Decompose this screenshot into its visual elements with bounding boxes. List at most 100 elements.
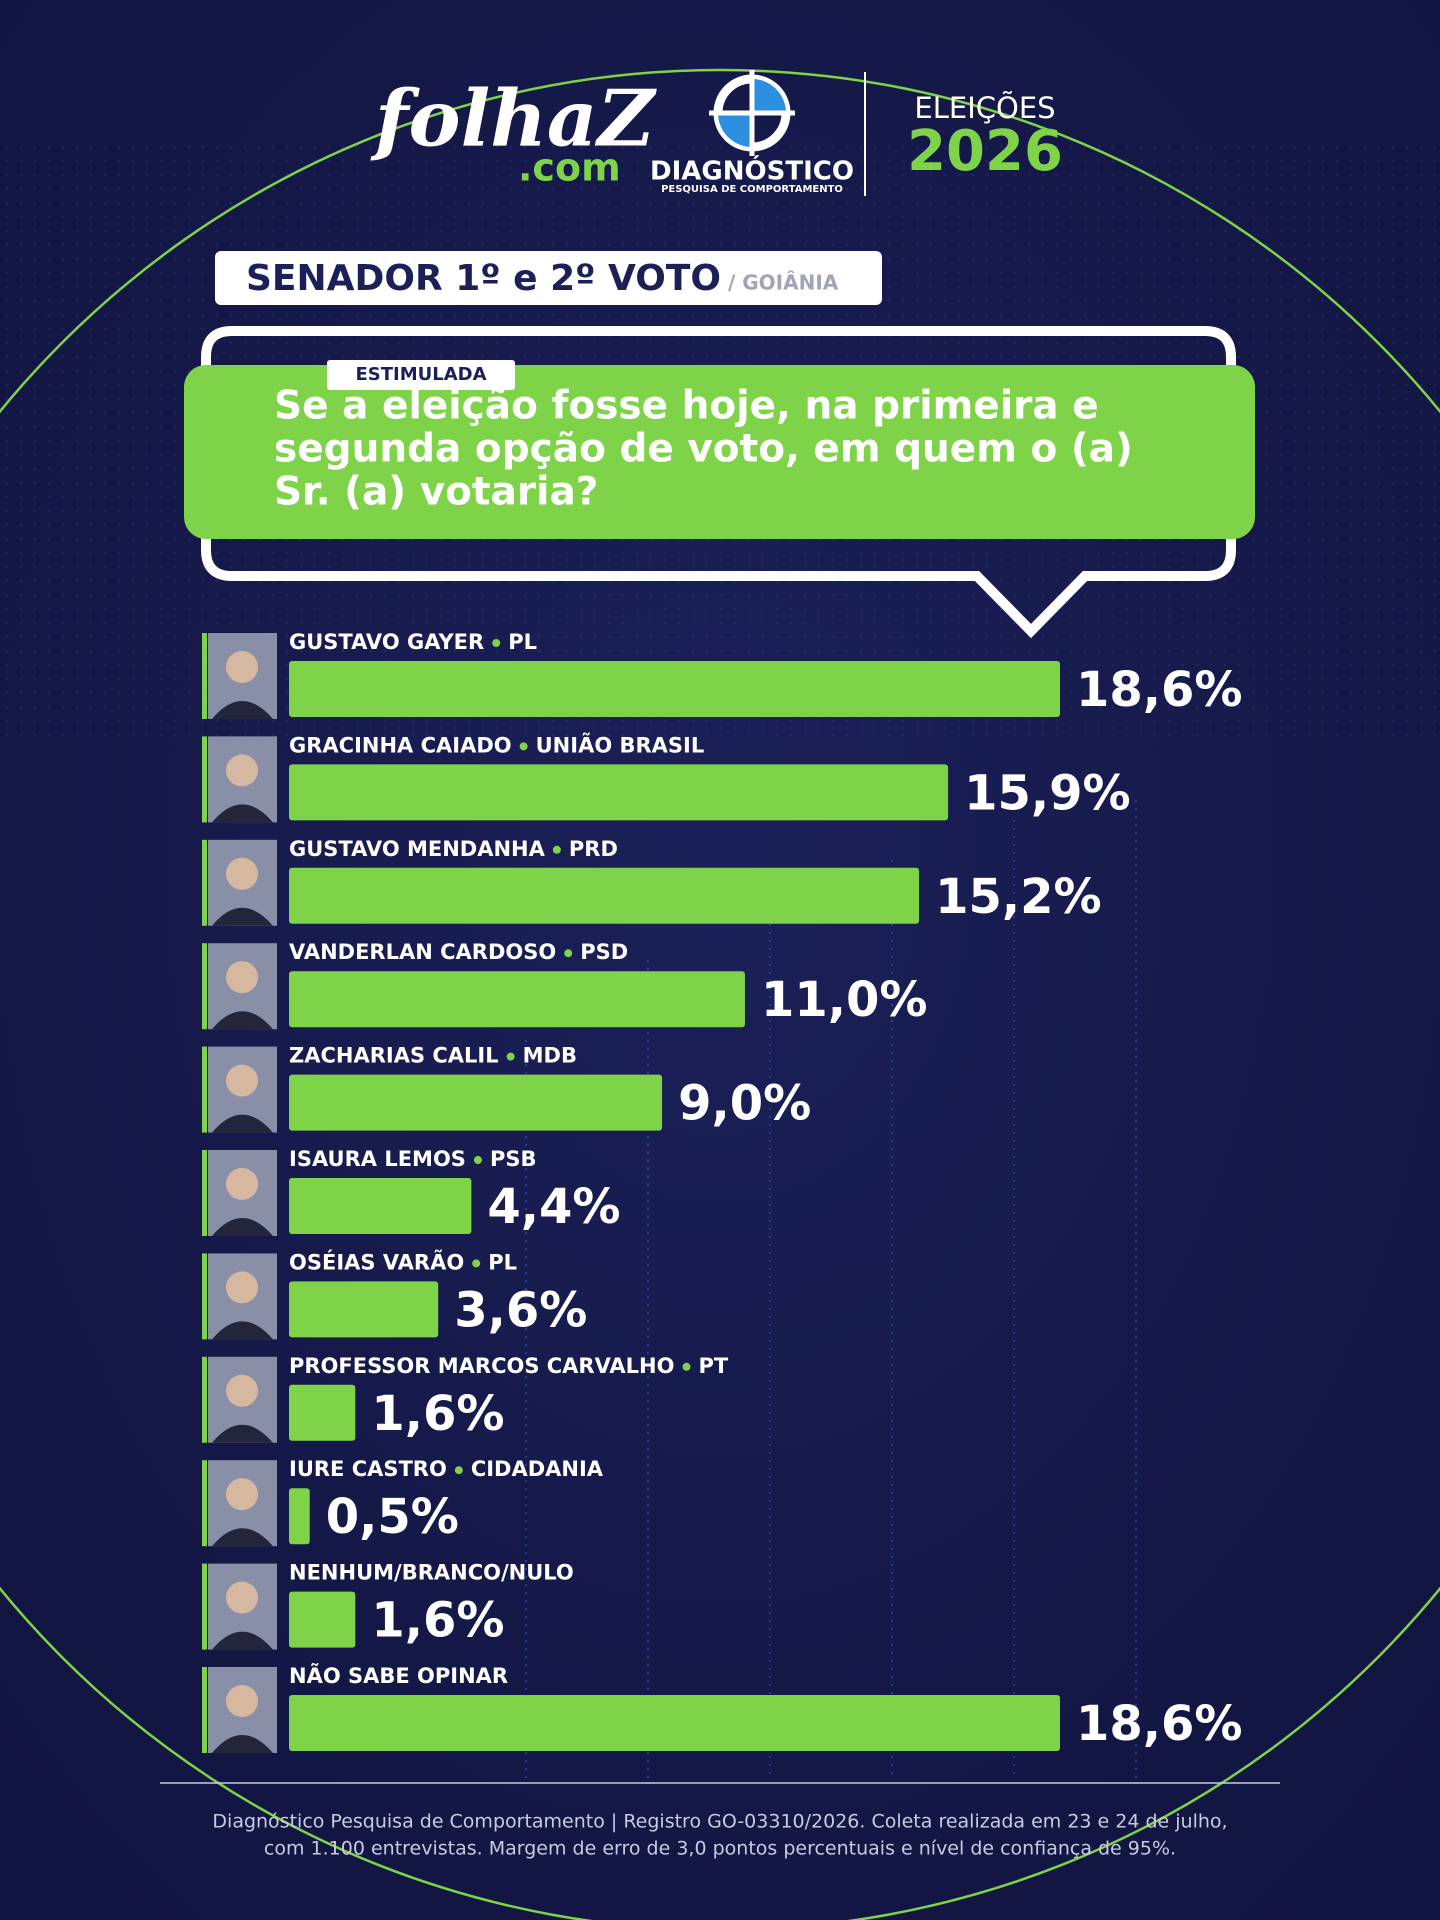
photo-body <box>212 907 273 926</box>
value-label: 1,6% <box>371 1386 504 1442</box>
chart-subtitle: / GOIÂNIA <box>728 271 839 295</box>
party: PL <box>508 630 537 654</box>
row-accent <box>202 736 207 823</box>
row-accent <box>202 1253 207 1340</box>
value-label: 15,2% <box>935 869 1102 925</box>
bar <box>289 1488 310 1545</box>
photo-body <box>212 804 273 823</box>
candidate-name: GRACINHA CAIADO <box>289 733 512 757</box>
party-dot <box>454 1466 463 1475</box>
photo-head <box>226 651 258 683</box>
row-accent <box>202 1460 207 1547</box>
party: PL <box>488 1250 517 1274</box>
bar <box>289 661 1060 717</box>
candidate-name: IURE CASTRO <box>289 1457 447 1481</box>
photo-body <box>212 1011 273 1030</box>
tag: ESTIMULADA <box>355 364 486 385</box>
institute-icon <box>709 70 795 156</box>
row-accent <box>202 943 207 1030</box>
value-label: 3,6% <box>454 1282 587 1338</box>
party: UNIÃO BRASIL <box>536 732 705 757</box>
photo-head <box>226 1478 258 1511</box>
row-accent <box>202 839 207 926</box>
party-dot <box>506 1052 515 1061</box>
candidate-name: GUSTAVO GAYER <box>289 630 484 654</box>
row-accent <box>202 1150 207 1236</box>
party: MDB <box>523 1044 577 1068</box>
photo-body <box>212 1424 273 1443</box>
photo-head <box>226 1168 258 1200</box>
party-dot <box>473 1156 482 1164</box>
photo-body <box>212 701 273 719</box>
brand: folhaZ <box>370 74 657 165</box>
photo-head <box>226 1685 258 1717</box>
value-label: 0,5% <box>326 1489 459 1545</box>
photo-body <box>212 1735 273 1753</box>
row-accent <box>202 1563 207 1650</box>
value-label: 18,6% <box>1076 1696 1243 1752</box>
value-label: 1,6% <box>371 1593 504 1649</box>
value-label: 9,0% <box>678 1076 811 1132</box>
bar <box>289 1178 472 1234</box>
value-label: 18,6% <box>1076 662 1243 718</box>
bar <box>289 1695 1060 1751</box>
tag-box <box>327 360 515 390</box>
bar <box>289 867 920 924</box>
candidate-name: NÃO SABE OPINAR <box>289 1663 508 1688</box>
question-line: segunda opção de voto, em quem o (a) <box>274 427 1133 472</box>
photo-head <box>226 1271 258 1304</box>
photo-head <box>226 857 258 890</box>
photo-body <box>212 1114 273 1133</box>
candidate-name: ISAURA LEMOS <box>289 1147 466 1171</box>
candidate-name: ZACHARIAS CALIL <box>289 1044 499 1068</box>
party: PSB <box>490 1147 537 1171</box>
footnote: com 1.100 entrevistas. Margem de erro de… <box>264 1838 1176 1860</box>
party: CIDADANIA <box>471 1457 604 1481</box>
photo-body <box>212 1631 273 1650</box>
photo-body <box>212 1321 273 1340</box>
party-dot <box>519 742 528 751</box>
candidate-name: GUSTAVO MENDANHA <box>289 837 546 861</box>
row-accent <box>202 1356 207 1443</box>
photo-head <box>226 1064 258 1097</box>
value-label: 11,0% <box>761 972 928 1028</box>
photo-head <box>226 1374 258 1407</box>
photo-body <box>212 1528 273 1547</box>
bubble-outline <box>201 326 1236 639</box>
candidate-name: NENHUM/BRANCO/NULO <box>289 1561 574 1585</box>
value-label: 15,9% <box>964 765 1131 821</box>
question-box <box>184 365 1255 539</box>
bar <box>289 764 949 821</box>
brand-suffix: .com <box>518 146 621 190</box>
chart-title: SENADOR 1º e 2º VOTO <box>246 258 721 299</box>
bar <box>289 971 745 1028</box>
row-accent <box>202 633 207 719</box>
photo-head <box>226 754 258 787</box>
footnote: Diagnóstico Pesquisa de Comportamento | … <box>212 1811 1227 1833</box>
election: ELEIÇÕES <box>914 91 1055 125</box>
party: PSD <box>580 940 628 964</box>
photo-body <box>212 1218 273 1236</box>
institute-sub: PESQUISA DE COMPORTAMENTO <box>661 184 843 195</box>
decor-arc <box>0 69 1440 1920</box>
party: PT <box>699 1354 729 1378</box>
bar <box>289 1591 356 1648</box>
row-accent <box>202 1046 207 1133</box>
question-line: Sr. (a) votaria? <box>274 470 598 515</box>
year: 2026 <box>907 119 1063 184</box>
question-line: Se a eleição fosse hoje, na primeira e <box>274 384 1099 429</box>
bar <box>289 1281 439 1338</box>
party-dot <box>682 1362 691 1371</box>
bar <box>289 1384 356 1441</box>
value-label: 4,4% <box>487 1179 620 1235</box>
photo-head <box>226 961 258 994</box>
party-dot <box>472 1259 481 1268</box>
row-accent <box>202 1667 207 1753</box>
candidate-name: PROFESSOR MARCOS CARVALHO <box>289 1354 675 1378</box>
candidate-name: OSÉIAS VARÃO <box>289 1249 464 1274</box>
party-dot <box>492 639 501 647</box>
institute: DIAGNÓSTICO <box>650 155 854 187</box>
candidate-name: VANDERLAN CARDOSO <box>289 940 556 964</box>
title-box <box>215 251 882 305</box>
